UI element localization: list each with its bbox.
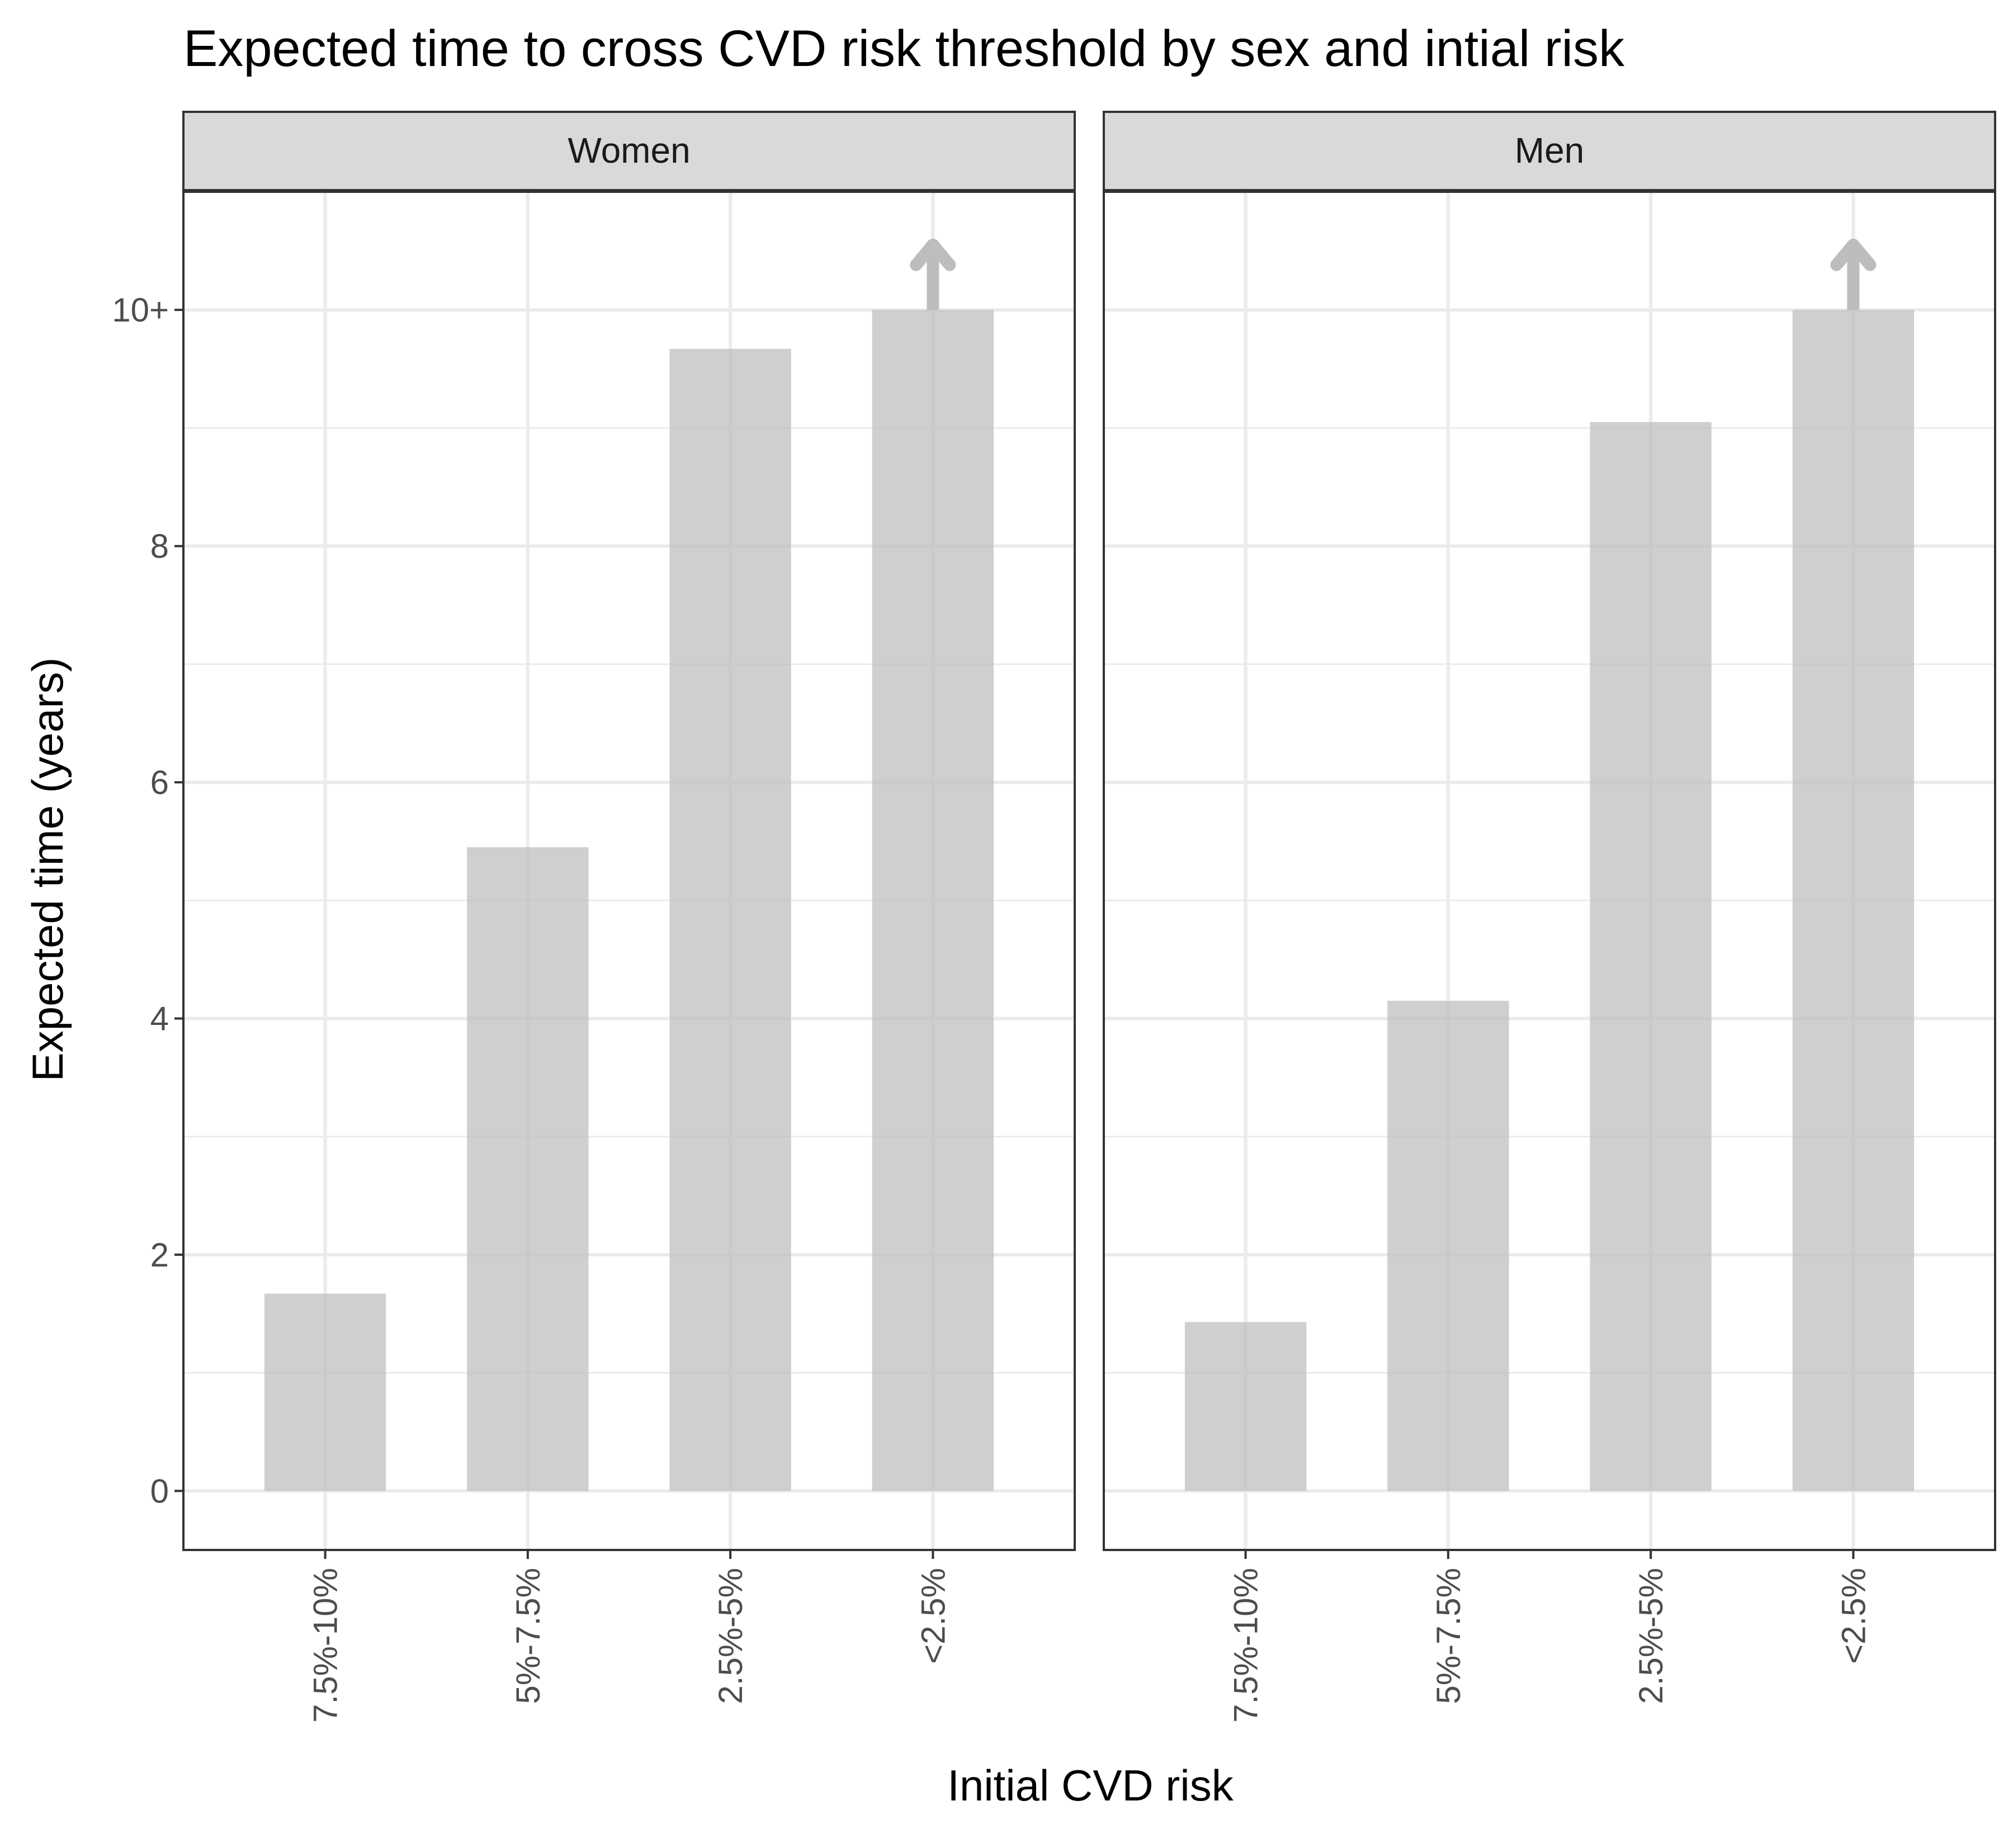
x-tick-label: <2.5% xyxy=(914,1568,952,1664)
facet-strip xyxy=(182,111,1076,191)
y-axis: 0 2 4 6 8 10+ xyxy=(112,291,183,1510)
facet-strip-label: Men xyxy=(1515,130,1585,171)
panel-border xyxy=(1103,191,1996,1551)
facet-strip-label: Women xyxy=(568,130,690,171)
y-tick-label: 10+ xyxy=(112,291,169,329)
y-tick-label: 2 xyxy=(150,1236,169,1274)
panel-women: Women 7.5%-10% 5%-7.5% 2.5%-5% <2.5% xyxy=(182,111,1076,1723)
censor-arrow-head xyxy=(910,238,956,271)
bar-women-1 xyxy=(467,847,589,1491)
y-tick-label: 6 xyxy=(150,764,169,801)
x-tick-label: 5%-7.5% xyxy=(1430,1568,1467,1704)
bar-men-1 xyxy=(1387,1000,1509,1491)
x-tick-label: 5%-7.5% xyxy=(509,1568,547,1704)
panel-men: Men 7.5%-10% 5%-7.5% 2.5%-5% <2.5% xyxy=(1103,111,1996,1723)
x-tick-label: 7.5%-10% xyxy=(307,1568,344,1723)
y-tick-label: 8 xyxy=(150,528,169,565)
bar-women-2 xyxy=(669,348,791,1491)
x-tick-label: 2.5%-5% xyxy=(712,1568,749,1704)
bar-women-0 xyxy=(264,1293,386,1491)
x-tick-label: <2.5% xyxy=(1835,1568,1872,1664)
facet-strip xyxy=(1103,111,1996,191)
censor-arrow-head xyxy=(1830,238,1877,271)
y-tick-label: 4 xyxy=(150,1000,169,1038)
y-tick-label: 0 xyxy=(150,1472,169,1510)
x-tick-label: 7.5%-10% xyxy=(1227,1568,1265,1723)
x-tick-label: 2.5%-5% xyxy=(1632,1568,1670,1704)
bar-men-0 xyxy=(1184,1322,1307,1491)
x-axis-title: Initial CVD risk xyxy=(947,1761,1234,1810)
panels-layer: Women 7.5%-10% 5%-7.5% 2.5%-5% <2.5% Men 7.5%-… xyxy=(182,111,1996,1723)
panel-border xyxy=(182,191,1076,1551)
chart-title: Expected time to cross CVD risk threshol… xyxy=(183,20,1625,77)
bar-men-2 xyxy=(1590,422,1712,1491)
y-axis-title: Expected time (years) xyxy=(23,658,72,1082)
bar-women-3 xyxy=(872,310,994,1491)
bar-men-3 xyxy=(1792,310,1915,1491)
